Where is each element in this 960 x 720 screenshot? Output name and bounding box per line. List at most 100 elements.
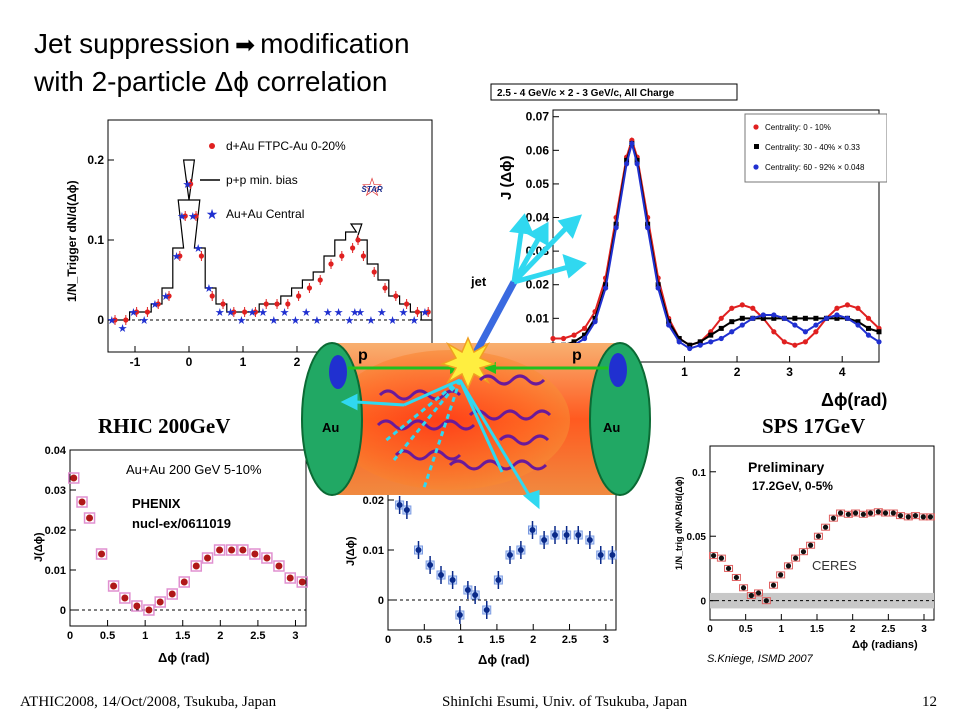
y-axis-label: J (Δϕ) (498, 155, 515, 200)
phenix-point (70, 474, 78, 482)
lowpt-point (575, 532, 582, 538)
dau-point (144, 309, 151, 315)
series-0-point (718, 315, 724, 321)
legend-entry-0: Centrality: 0 - 10% (765, 123, 831, 132)
dau-point (123, 317, 129, 323)
ceres-point (867, 510, 874, 516)
legend-auau: Au+Au Central (226, 207, 304, 221)
x-axis-label: Δϕ(rad) (821, 390, 887, 410)
ceres-point (733, 574, 739, 581)
star-logo-text: STAR (361, 185, 382, 194)
dau-point (166, 293, 172, 299)
dau-point (193, 213, 199, 219)
proton-right (609, 353, 627, 387)
x-tick-label: 2 (734, 365, 741, 379)
series-1-point (571, 339, 577, 345)
x-tick-label: 0.5 (417, 634, 432, 646)
dau-point (252, 309, 259, 315)
auau-point: ★ (377, 307, 387, 319)
phenix-syst-box (119, 592, 131, 604)
phenix-syst-box (76, 496, 88, 508)
dau-point (339, 253, 345, 259)
y-tick-label: 0.2 (87, 153, 104, 167)
auau-point: ★ (236, 315, 246, 327)
legend-marker-1 (754, 144, 759, 149)
legend-marker-dau (209, 143, 215, 149)
ceres-syst-box (918, 513, 928, 521)
auau-point: ★ (118, 323, 128, 335)
auau-point: ★ (350, 307, 360, 319)
legend-marker-2 (753, 164, 759, 170)
series-0-point (844, 302, 851, 308)
ceres-syst-band (710, 592, 934, 609)
label-au-right: Au (603, 420, 620, 435)
series-0-point (781, 339, 787, 345)
auau-point: ★ (150, 299, 160, 311)
legend-dau: d+Au FTPC-Au 0-20% (226, 139, 346, 153)
title-line1-tail: modification (260, 28, 410, 59)
ceres-point (905, 514, 911, 520)
footer-page-number: 12 (922, 694, 937, 710)
legend-marker-auau: ★ (206, 206, 219, 222)
x-tick-label: 2 (217, 630, 223, 642)
auau-point: ★ (388, 315, 398, 327)
dau-point (296, 293, 302, 299)
phenix-syst-box (261, 552, 273, 564)
ceres-point (852, 510, 859, 516)
label-p-left: p (358, 347, 368, 364)
dau-point (242, 309, 248, 315)
dau-point (382, 285, 388, 291)
x-tick-label: -1 (130, 355, 141, 369)
auau-point: ★ (204, 283, 214, 295)
auau-point: ★ (398, 307, 408, 319)
ceres-point (785, 563, 792, 569)
series-2-point (834, 312, 840, 318)
y-tick-label: 0.1 (692, 468, 706, 479)
auau-point: ★ (420, 307, 430, 319)
series-0-point (729, 305, 735, 311)
dau-point (371, 269, 377, 275)
series-2-point (781, 315, 787, 321)
ceres-point (807, 542, 814, 548)
x-tick-label: 3 (292, 630, 298, 642)
series-2-point (739, 322, 745, 328)
series-1-point (771, 315, 777, 321)
slide-title: Jet suppression ➡ modification with 2-part… (34, 26, 410, 100)
phenix-syst-box (95, 548, 108, 560)
series-2-point (592, 319, 598, 325)
dau-point (220, 301, 226, 307)
auau-point: ★ (409, 315, 419, 327)
series-2-point (802, 329, 808, 335)
series-1-point (708, 332, 714, 338)
series-2-point (708, 339, 714, 345)
dau-point (317, 277, 323, 283)
phenix-annotation: Au+Au 200 GeV 5-10% (126, 462, 262, 477)
lowpt-point (586, 537, 593, 543)
series-1-point (802, 315, 808, 321)
lowpt-point (529, 527, 536, 533)
phenix-syst-box (131, 600, 143, 612)
series-0-point (550, 335, 556, 342)
phenix-syst-box (201, 552, 214, 564)
series-0-point (771, 329, 777, 335)
ceres-syst-box (858, 510, 868, 518)
series-1-point (760, 315, 766, 321)
series-1-point (718, 325, 724, 331)
ceres-logo: CERES (812, 558, 857, 573)
lowpt-point (403, 507, 410, 513)
y-axis-label: J(Δϕ) (33, 532, 45, 562)
series-2-point (687, 345, 693, 352)
plot-frame (69, 449, 307, 627)
phenix-point (263, 554, 271, 562)
series-1-point (582, 332, 588, 338)
series-1-point (834, 315, 840, 321)
series-1-point (813, 315, 819, 321)
y-tick-label: 0 (700, 597, 706, 608)
phenix-point (239, 546, 247, 554)
dau-point (263, 301, 269, 307)
auau-point: ★ (280, 307, 290, 319)
lowpt-point (483, 607, 490, 613)
phenix-point (78, 498, 86, 506)
series-1-point (592, 315, 598, 321)
x-tick-label: 2.5 (562, 634, 577, 646)
